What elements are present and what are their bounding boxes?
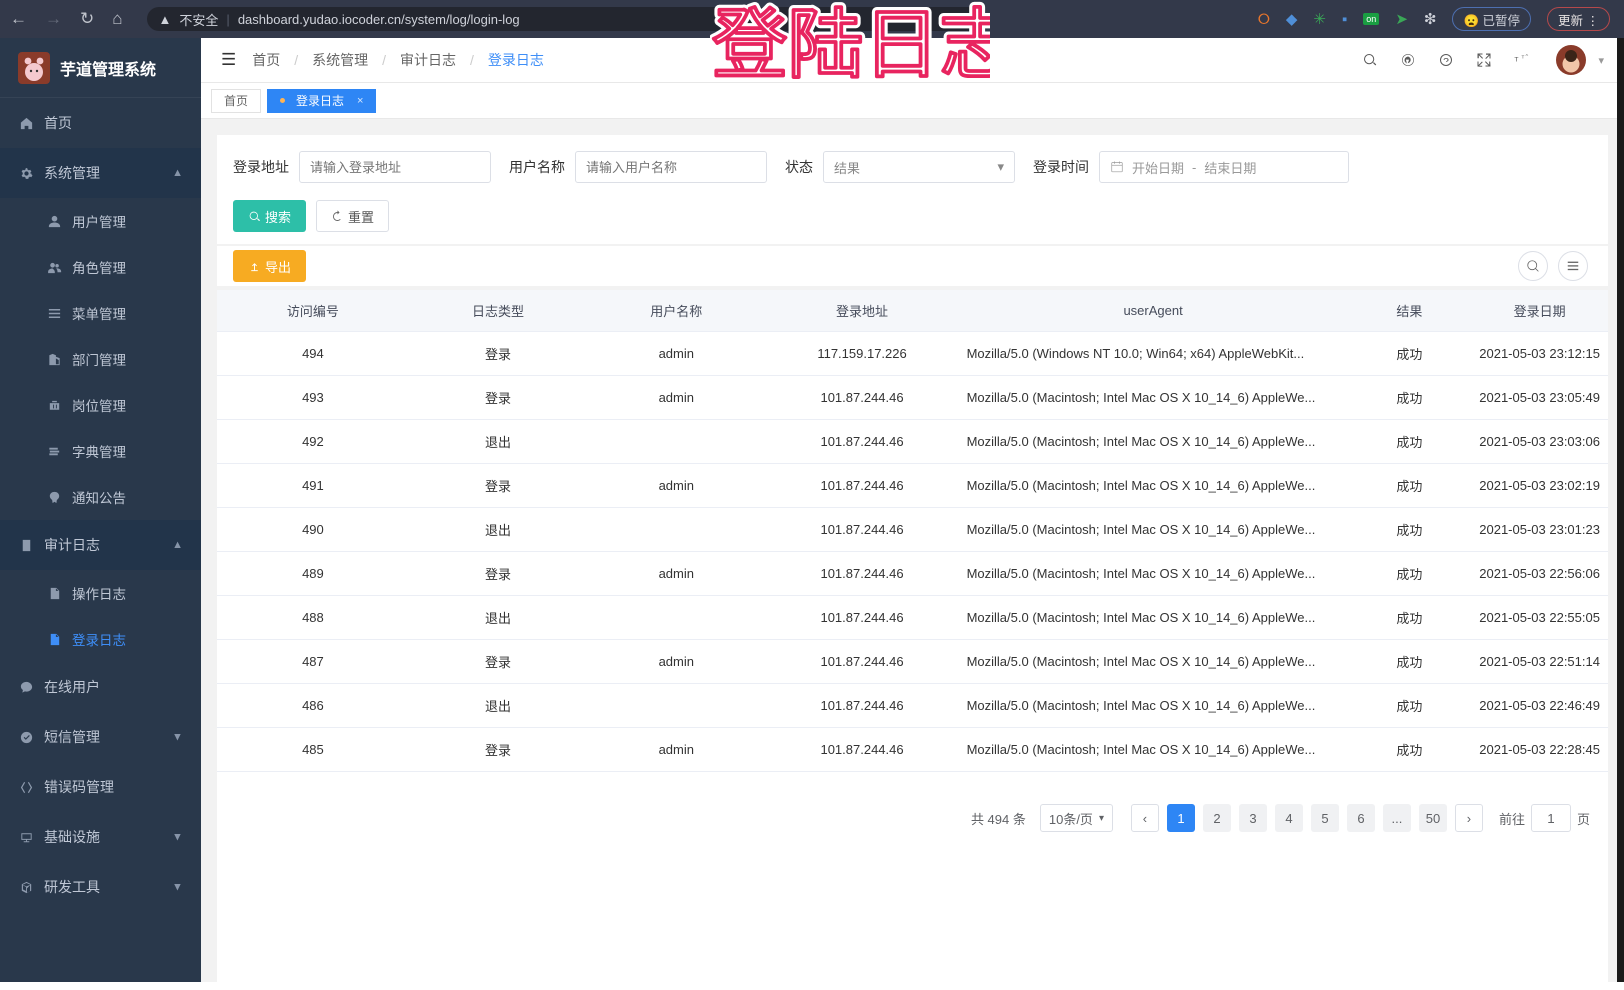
svg-text:T: T	[1522, 55, 1525, 60]
svg-text:T: T	[1515, 57, 1519, 64]
